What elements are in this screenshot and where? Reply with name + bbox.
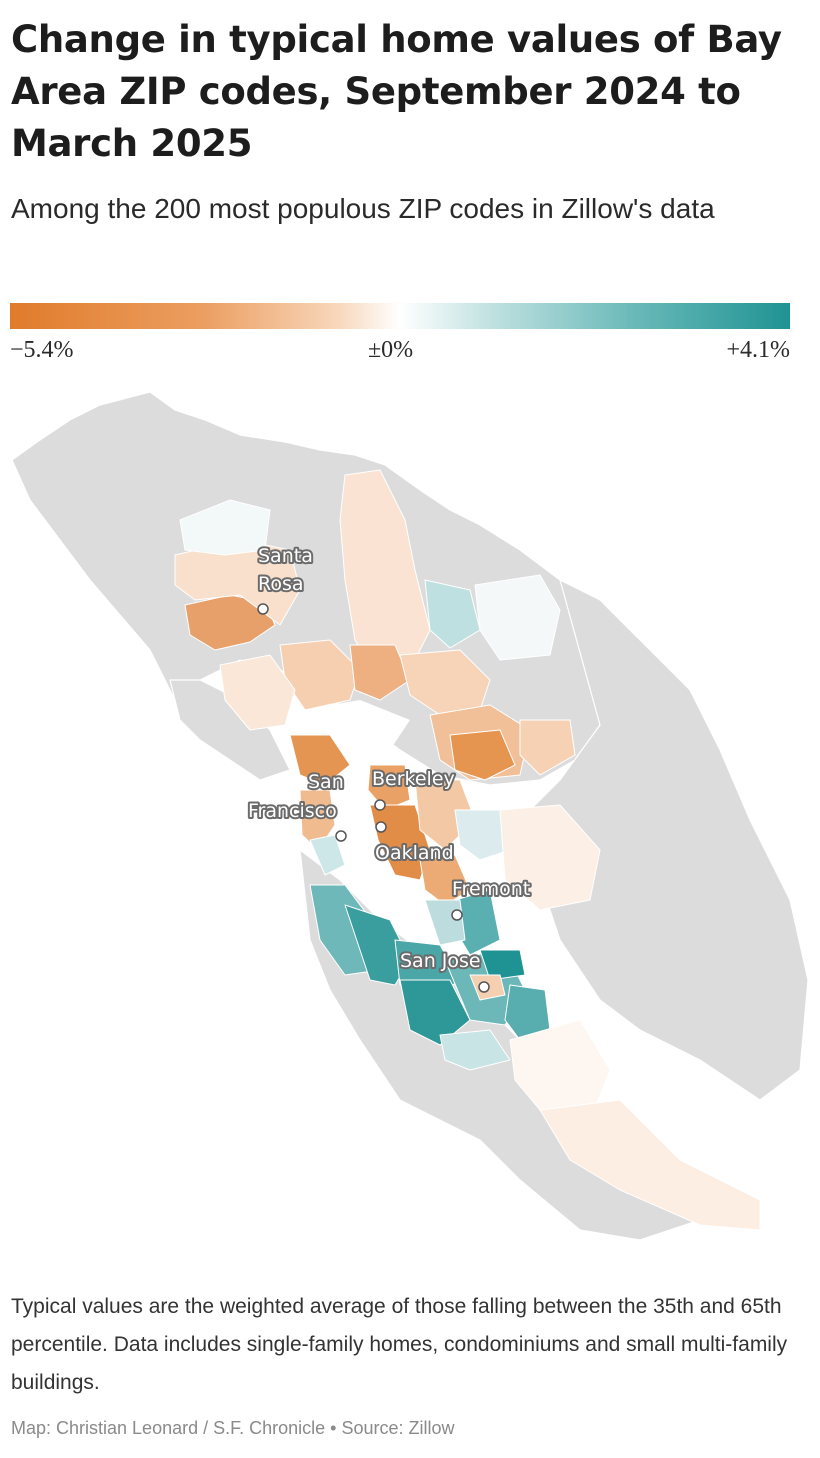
- legend-max-label: +4.1%: [726, 337, 790, 363]
- city-labels: Santa Rosa Berkeley San Francisco Oaklan…: [246, 543, 532, 993]
- zip-region-richmond: [289, 734, 351, 786]
- city-label-line: Santa: [258, 545, 313, 567]
- zip-region-sf-south: [309, 834, 346, 876]
- city-label-line: Berkeley: [372, 768, 455, 790]
- city-oakland: Oakland: [373, 821, 456, 866]
- chart-subtitle: Among the 200 most populous ZIP codes in…: [11, 193, 715, 224]
- city-marker: [335, 830, 347, 842]
- county-marin: [169, 679, 291, 781]
- city-label-line: Rosa: [258, 573, 304, 595]
- zip-region-san-jose-west: [399, 979, 471, 1046]
- legend-mid-label: ±0%: [368, 337, 414, 363]
- zip-region-sacramento-edge: [474, 574, 561, 661]
- zip-region-marin-north: [219, 654, 296, 731]
- methodology-note: Typical values are the weighted average …: [11, 1295, 788, 1394]
- city-berkeley: Berkeley: [370, 766, 457, 811]
- city-marker: [257, 603, 269, 615]
- city-label-line: Oakland: [375, 842, 454, 864]
- city-marker: [478, 981, 490, 993]
- zip-regions: [174, 469, 761, 1231]
- color-scale-legend: [10, 303, 790, 329]
- city-santa-rosa: Santa Rosa: [256, 543, 315, 615]
- zip-region-castro-valley: [454, 809, 511, 861]
- city-marker: [374, 799, 386, 811]
- zip-region-sonoma-west: [184, 594, 276, 651]
- bay-area-zip-map: Santa Rosa Berkeley San Francisco Oaklan…: [11, 391, 809, 1241]
- zip-region-livermore: [499, 804, 601, 911]
- zip-region-santa-rosa-north: [179, 499, 271, 556]
- city-label-line: San: [308, 771, 344, 793]
- zip-region-gilroy: [539, 1099, 761, 1231]
- source-credit: Map: Christian Leonard / S.F. Chronicle …: [11, 1418, 455, 1438]
- zip-region-vallejo: [349, 644, 411, 701]
- zip-region-hayward: [419, 854, 471, 906]
- city-fremont: Fremont: [450, 876, 532, 921]
- legend-min-label: −5.4%: [10, 337, 74, 363]
- city-marker: [375, 821, 387, 833]
- chart-title: Change in typical home values of Bay Are…: [11, 18, 782, 165]
- city-marker: [451, 909, 463, 921]
- zip-region-brentwood: [519, 719, 576, 776]
- city-label-line: San Jose: [400, 950, 481, 972]
- legend-gradient: [10, 303, 790, 329]
- city-label-line: Francisco: [248, 800, 337, 822]
- zip-region-los-gatos: [439, 1029, 511, 1071]
- zip-region-walnut-creek: [449, 729, 516, 781]
- city-san-jose: San Jose: [398, 948, 490, 993]
- zip-region-vacaville: [424, 579, 481, 649]
- zip-region-san-jose-east: [479, 949, 526, 981]
- city-label-line: Fremont: [452, 878, 530, 900]
- city-san-francisco: San Francisco: [246, 769, 347, 842]
